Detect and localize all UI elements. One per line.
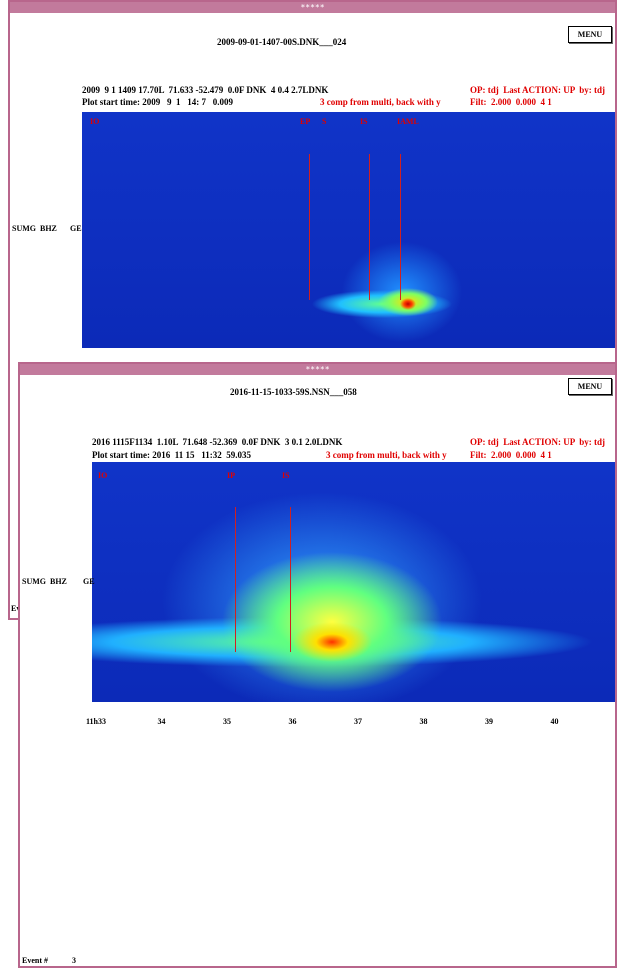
header: 2009 9 1 1409 17.70L 71.633 -52.479 0.0F… <box>82 86 328 95</box>
phase-line <box>369 154 370 300</box>
time-label: 39 <box>485 718 493 726</box>
phase-label: IO <box>90 118 99 126</box>
phase-label: IAML <box>397 118 419 126</box>
spectrogram <box>92 462 617 702</box>
station: SUMG BHZ <box>12 225 57 233</box>
time-label: 34 <box>158 718 166 726</box>
time-label: 35 <box>223 718 231 726</box>
phase-label: EP <box>300 118 310 126</box>
network: GE <box>70 225 82 233</box>
operator: OP: tdj Last ACTION: UP by: tdj <box>470 438 605 447</box>
filter: Filt: 2.000 0.000 4 1 <box>470 451 552 460</box>
time-label: 36 <box>289 718 297 726</box>
event-number: 3 <box>72 957 76 965</box>
phase-label: IO <box>98 472 107 480</box>
plot-start: Plot start time: 2009 9 1 14: 7 0.009 <box>82 98 233 107</box>
time-label: 37 <box>354 718 362 726</box>
spectrogram <box>82 112 617 348</box>
station: SUMG BHZ <box>22 578 67 586</box>
time-label: 40 <box>551 718 559 726</box>
comp-note: 3 comp from multi, back with y <box>320 98 441 107</box>
phase-line <box>235 507 236 652</box>
header: 2016 1115F1134 1.10L 71.648 -52.369 0.0F… <box>92 438 342 447</box>
phase-label: S <box>322 118 326 126</box>
time-label: 38 <box>420 718 428 726</box>
filter: Filt: 2.000 0.000 4 1 <box>470 98 552 107</box>
operator: OP: tdj Last ACTION: UP by: tdj <box>470 86 605 95</box>
menu-button[interactable]: MENU <box>568 378 612 395</box>
phase-line <box>400 154 401 300</box>
comp-note: 3 comp from multi, back with y <box>326 451 447 460</box>
window: ***** 2016-11-15-1033-59S.NSN___058 MENU… <box>18 362 617 968</box>
phase-label: IS <box>282 472 290 480</box>
network: GE <box>83 578 95 586</box>
phase-label: IS <box>360 118 368 126</box>
file-name: 2016-11-15-1033-59S.NSN___058 <box>230 388 357 397</box>
plot-start: Plot start time: 2016 11 15 11:32 59.035 <box>92 451 251 460</box>
phase-label: IP <box>227 472 235 480</box>
phase-line <box>290 507 291 652</box>
title-bar: ***** <box>10 2 615 13</box>
phase-line <box>309 154 310 300</box>
menu-button[interactable]: MENU <box>568 26 612 43</box>
time-label: 11h33 <box>86 718 106 726</box>
title-bar: ***** <box>20 364 615 375</box>
screen: ***** 2009-09-01-1407-00S.DNK___024 MENU… <box>0 0 617 968</box>
file-name: 2009-09-01-1407-00S.DNK___024 <box>217 38 346 47</box>
event-label: Event # <box>22 957 48 965</box>
